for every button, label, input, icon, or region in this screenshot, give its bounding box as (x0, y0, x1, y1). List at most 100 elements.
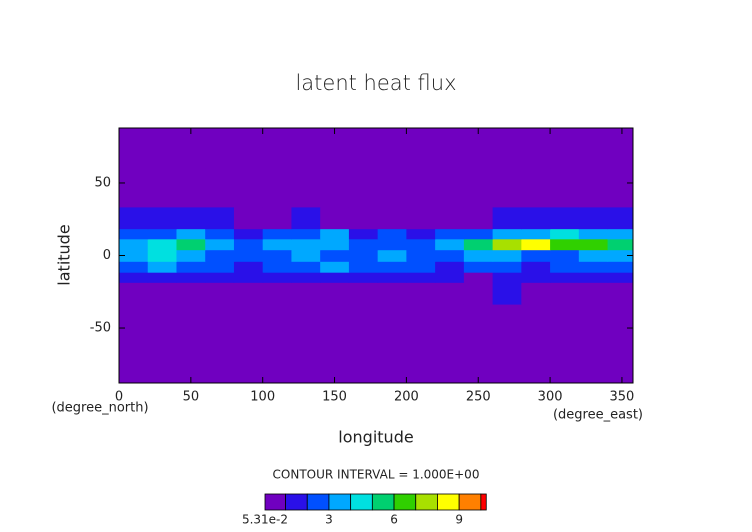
contour-cell (435, 261, 465, 273)
contour-cell (521, 304, 551, 344)
contour-cell (176, 304, 206, 344)
contour-cell (377, 249, 407, 262)
contour-cell (176, 206, 206, 230)
colorbar: 5.31e-2 3 6 9 (242, 493, 487, 527)
contour-cell (348, 228, 379, 240)
contour-cell (291, 342, 321, 384)
contour-cell (463, 168, 494, 208)
contour-cell (348, 272, 379, 283)
contour-cell (205, 238, 235, 251)
colorbar-tick-label: 5.31e-2 (242, 513, 288, 527)
contour-cell (463, 282, 494, 305)
x-units: (degree_east) (553, 408, 643, 423)
contour-cell (406, 272, 436, 283)
contour-cell (147, 128, 177, 169)
contour-cell (262, 128, 292, 169)
contour-cell (492, 272, 522, 283)
contour-cell (435, 272, 465, 283)
contour-cell (607, 261, 634, 273)
contour-cell (406, 261, 436, 273)
contour-note: CONTOUR INTERVAL = 1.000E+00 (273, 468, 480, 482)
contour-cell (320, 168, 350, 208)
contour-cell (233, 206, 264, 230)
contour-cell (147, 282, 177, 305)
x-tick-label: 0 (115, 390, 123, 405)
contour-cell (176, 228, 206, 240)
colorbar-box (306, 493, 330, 511)
contour-cell (233, 272, 264, 283)
contour-cell (176, 261, 206, 273)
contour-cell (233, 304, 264, 344)
contour-cell (406, 128, 436, 169)
contour-cell (607, 228, 634, 240)
contour-cell (147, 249, 177, 262)
contour-cell (578, 304, 609, 344)
contour-cell (406, 249, 436, 262)
contour-cell (578, 228, 609, 240)
contour-cell (492, 238, 522, 251)
contour-cell (550, 238, 580, 251)
contour-cell (205, 261, 235, 273)
contour-cell (205, 249, 235, 262)
contour-cell (119, 249, 149, 262)
contour-cell (147, 228, 177, 240)
x-tick-label: 100 (250, 390, 275, 405)
contour-cell (205, 168, 235, 208)
contour-cell (435, 128, 465, 169)
contour-cell (147, 238, 177, 251)
contour-cell (463, 342, 494, 384)
colorbar-box (415, 493, 438, 511)
contour-cell (205, 282, 235, 305)
contour-cell (435, 238, 465, 251)
contour-cell (320, 272, 350, 283)
contour-cell (550, 282, 580, 305)
contour-cell (435, 228, 465, 240)
contour-cell (492, 168, 522, 208)
contour-cell (348, 261, 379, 273)
contour-cell (147, 272, 177, 283)
contour-cell (233, 168, 264, 208)
contour-cell (176, 249, 206, 262)
contour-cell (463, 128, 494, 169)
y-axis-title: latitude (55, 224, 74, 285)
contour-cell (550, 228, 580, 240)
contour-cell (463, 272, 494, 283)
contour-cell (262, 206, 292, 230)
colorbar-box (458, 493, 482, 511)
contour-cell (119, 282, 149, 305)
contour-cell (119, 228, 149, 240)
contour-cell (492, 261, 522, 273)
contour-cell (291, 304, 321, 344)
colorbar-tick-label: 6 (390, 513, 398, 527)
contour-cell (348, 282, 379, 305)
colorbar-box (371, 493, 395, 511)
contour-cell (550, 128, 580, 169)
contour-cell (521, 282, 551, 305)
contour-cell (147, 304, 177, 344)
contour-cell (435, 282, 465, 305)
contour-cell (291, 249, 321, 262)
contour-cell (521, 249, 551, 262)
contour-cell (348, 342, 379, 384)
contour-cell (233, 238, 264, 251)
contour-cell (377, 238, 407, 251)
contour-cell (233, 128, 264, 169)
contour-cell (550, 304, 580, 344)
contour-cell (521, 261, 551, 273)
contour-cell (205, 272, 235, 283)
contour-cell (521, 272, 551, 283)
contour-cell (550, 261, 580, 273)
contour-cell (607, 282, 634, 305)
contour-cell (348, 238, 379, 251)
contour-cell (348, 128, 379, 169)
contour-cell (291, 282, 321, 305)
contour-cell (492, 206, 522, 230)
contour-cell (492, 249, 522, 262)
contour-cell (406, 238, 436, 251)
contour-cell (607, 128, 634, 169)
contour-cell (492, 282, 522, 305)
contour-cell (320, 128, 350, 169)
y-tick-label: 50 (94, 175, 111, 190)
contour-cell (578, 238, 609, 251)
contour-cell (377, 228, 407, 240)
